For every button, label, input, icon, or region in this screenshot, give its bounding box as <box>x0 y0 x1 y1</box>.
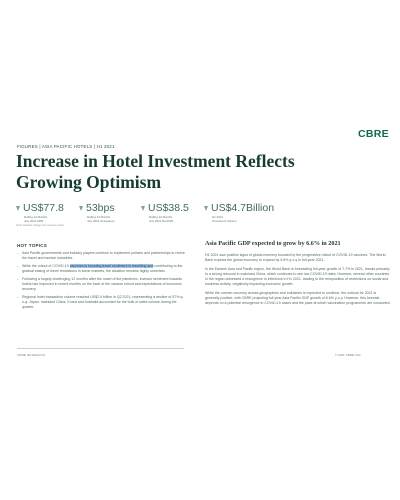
metric-value: 53bps <box>86 202 115 214</box>
list-item: Asia Pacific governments and industry pl… <box>17 251 185 261</box>
paragraph: While the uneven recovery across geograp… <box>205 291 391 306</box>
footer-right: © 2021 CBRE, INC. <box>335 353 362 357</box>
sidebar-title: Asia Pacific GDP expected to grow by 6.6… <box>205 240 341 247</box>
list-item-text: Regional hotel transaction volume reache… <box>22 294 184 309</box>
paragraph: In the Eastern Asia and Pacific region, … <box>205 267 390 287</box>
metric-value: US$38.5 <box>148 202 189 214</box>
arrow-down-icon <box>16 205 20 211</box>
metric-label: July 2021 Occupancy <box>87 218 115 223</box>
metric-value: US$4.7Billion <box>211 202 275 214</box>
list-item: While the rollout of COVID-19 vaccines i… <box>17 264 185 274</box>
list-item-text: Asia Pacific governments and industry pl… <box>22 251 185 260</box>
metric-period: Rolling 12 Months <box>149 215 173 219</box>
metric-period: Rolling 12 Months <box>24 215 48 219</box>
arrow-down-icon <box>141 205 145 211</box>
metric-adr: US$77.8 Rolling 12 Months July 2021 ADR … <box>16 202 65 227</box>
metric-investment-volume: US$4.7Billion H1 2021 Investment Volume <box>204 202 274 223</box>
list-item-text: Following a hugely challenging 12 months… <box>22 277 182 291</box>
metric-label: July 2021 RevPAR <box>149 218 174 223</box>
page-title: Increase in Hotel Investment Reflects Gr… <box>16 151 295 192</box>
arrow-down-icon <box>79 205 83 211</box>
list-item-text-end: contributing to the gradual easing of tr… <box>22 264 183 273</box>
metric-label: Investment Volume <box>212 218 237 223</box>
paragraph: H1 2021 saw positive signs of global rec… <box>205 253 386 262</box>
metric-occupancy: 53bps Rolling 12 Months July 2021 Occupa… <box>79 202 115 223</box>
hot-topics-heading: HOT TOPICS <box>17 243 47 248</box>
metric-period: H1 2021 <box>212 215 223 219</box>
text-selection-highlight[interactable]: vaccines is boosting travel sentiment in… <box>69 264 154 268</box>
list-item: Regional hotel transaction volume reache… <box>17 295 185 310</box>
report-kicker: FIGURES | ASIA PACIFIC HOTELS | H1 2021 <box>17 144 115 149</box>
metric-period: Rolling 12 Months <box>87 215 111 219</box>
hot-topics-list: Asia Pacific governments and industry pl… <box>17 251 185 313</box>
section-divider <box>17 348 184 349</box>
sidebar-body: H1 2021 saw positive signs of global rec… <box>205 253 391 311</box>
arrow-down-icon <box>204 205 208 211</box>
footer-left: CBRE RESEARCH <box>17 353 46 357</box>
cbre-logo: CBRE <box>358 128 389 140</box>
key-metrics: US$77.8 Rolling 12 Months July 2021 ADR … <box>16 202 316 234</box>
metric-revpar: US$38.5 Rolling 12 Months July 2021 RevP… <box>141 202 189 223</box>
metric-value: US$77.8 <box>23 202 64 214</box>
list-item-text-start: While the rollout of COVID-19 <box>22 264 70 268</box>
metric-note: Arrow indicates change from previous qua… <box>16 224 65 228</box>
metric-label: July 2021 ADR <box>24 218 44 223</box>
list-item: Following a hugely challenging 12 months… <box>17 277 185 292</box>
